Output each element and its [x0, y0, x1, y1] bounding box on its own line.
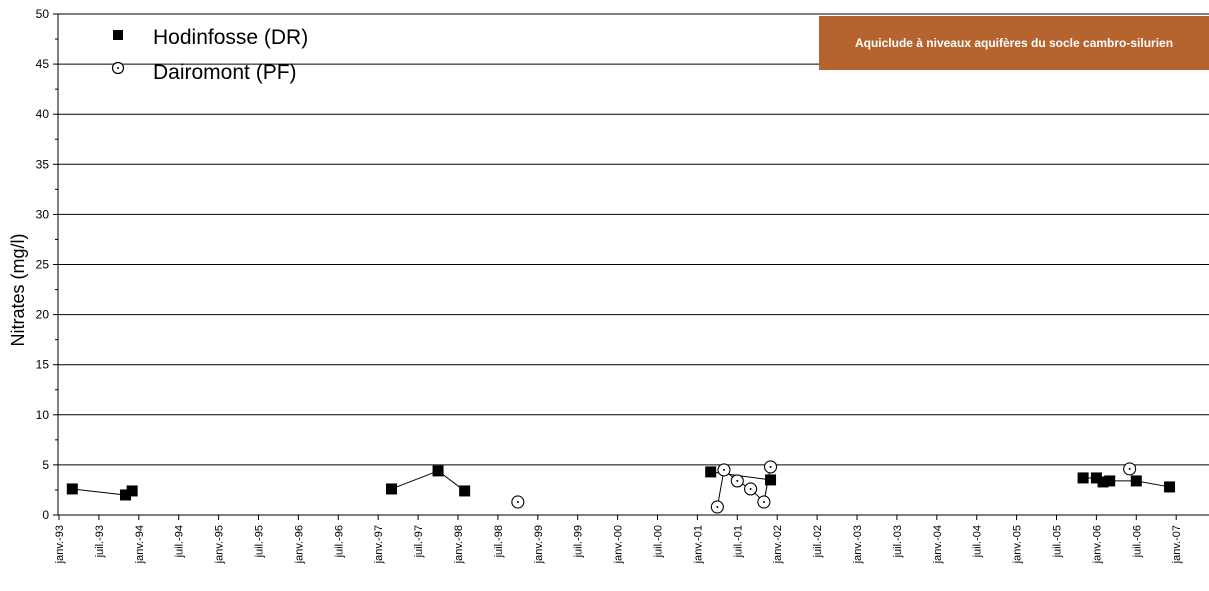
hodinfosse-point [120, 489, 131, 501]
aquifer-annotation-badge: Aquiclude à niveaux aquifères du socle c… [819, 16, 1209, 70]
x-tick-label: janv.-06 [1091, 525, 1103, 564]
hodinfosse-point [432, 465, 444, 477]
hodinfosse-point [1097, 476, 1109, 488]
x-tick-label: juil.-01 [732, 525, 744, 558]
x-tick-label: juil.-98 [493, 525, 505, 558]
legend-square-marker [113, 30, 123, 40]
series-segment [391, 470, 439, 490]
y-tick-label-20: 20 [36, 308, 50, 322]
x-tick-label: janv.-95 [214, 525, 226, 564]
hodinfosse-point [1090, 472, 1102, 484]
hodinfosse-point [1104, 475, 1116, 487]
dairomont-point-dot [762, 500, 765, 503]
hodinfosse-point [765, 474, 777, 486]
x-tick-label: juil.-95 [254, 525, 266, 558]
gridlines [58, 13, 1209, 466]
y-tick-label-0: 0 [42, 508, 49, 522]
x-tick-label: juil.-96 [333, 525, 345, 558]
hodinfosse-point [126, 485, 138, 497]
legend-label-dairomont: Dairomont (PF) [153, 61, 297, 84]
y-tick-label-45: 45 [36, 57, 50, 71]
dairomont-point-dot [723, 468, 725, 471]
y-tick-label-30: 30 [36, 207, 50, 221]
x-tick-label: janv.-01 [692, 525, 704, 564]
hodinfosse-point [66, 483, 78, 495]
x-tick-labels: janv.-93 juil.-93 janv.-94 juil.-94 janv.-95… [54, 525, 1183, 564]
x-tick-label: janv.-02 [772, 525, 784, 564]
x-tick-label: janv.-96 [293, 525, 305, 564]
dairomont-point-dot [769, 465, 772, 468]
hodinfosse-point [705, 466, 717, 478]
y-tick-label-5: 5 [42, 458, 49, 472]
hodinfosse-point [386, 483, 397, 495]
x-tick-label: janv.-07 [1171, 525, 1183, 564]
x-tick-label: janv.-00 [613, 525, 625, 564]
x-tick-label: janv.-94 [134, 525, 146, 564]
x-tick-label: janv.-97 [373, 525, 385, 564]
y-tick-labels: 0 5 10 15 20 25 30 35 40 45 50 [36, 7, 50, 522]
y-tick-label-15: 15 [36, 358, 50, 372]
hodinfosse-point [1164, 481, 1176, 493]
x-tick-label: juil.-05 [1052, 525, 1064, 558]
dairomont-point-dot [1128, 467, 1131, 470]
series-segment [1136, 480, 1170, 488]
dairomont-point-dot [516, 500, 519, 503]
x-tick-label: juil.-97 [413, 525, 425, 558]
x-tick-label: juil.-93 [94, 525, 106, 558]
x-tick-label: janv.-05 [1012, 525, 1024, 564]
dairomont-point-dot [749, 487, 752, 490]
x-tick-label: juil.-04 [972, 525, 984, 558]
dairomont-point-dot [716, 505, 719, 508]
y-tick-label-50: 50 [36, 7, 50, 21]
series-lines [72, 466, 1170, 508]
y-tick-label-40: 40 [36, 107, 50, 121]
x-tick-label: janv.-98 [453, 525, 465, 564]
x-tick-label: juil.-06 [1131, 525, 1143, 558]
series-segment [72, 488, 126, 496]
y-axis-label: Nitrates (mg/l) [8, 233, 28, 346]
x-tick-label: janv.-99 [533, 525, 545, 564]
x-tick-label: juil.-94 [174, 525, 186, 558]
y-tick-label-10: 10 [36, 408, 50, 422]
axes [53, 13, 1209, 520]
x-tick-label: janv.-04 [932, 525, 944, 564]
hodinfosse-point [1077, 472, 1089, 484]
legend: Hodinfosse (DR) Dairomont (PF) [111, 26, 308, 84]
y-tick-label-25: 25 [36, 258, 50, 272]
x-tick-label: janv.-93 [54, 525, 66, 564]
dairomont-point-dot [736, 479, 739, 482]
x-tick-label: juil.-02 [812, 525, 824, 558]
x-tick-label: juil.-99 [573, 525, 585, 558]
x-tick-label: juil.-00 [653, 525, 665, 558]
hodinfosse-point [459, 485, 471, 497]
x-tick-label: juil.-03 [892, 525, 904, 558]
x-tick-label: janv.-03 [852, 525, 864, 564]
y-tick-label-35: 35 [36, 157, 50, 171]
data-points [66, 460, 1176, 514]
legend-circle-dot [117, 67, 119, 69]
legend-label-hodinfosse: Hodinfosse (DR) [153, 26, 308, 49]
hodinfosse-point [1130, 475, 1142, 487]
